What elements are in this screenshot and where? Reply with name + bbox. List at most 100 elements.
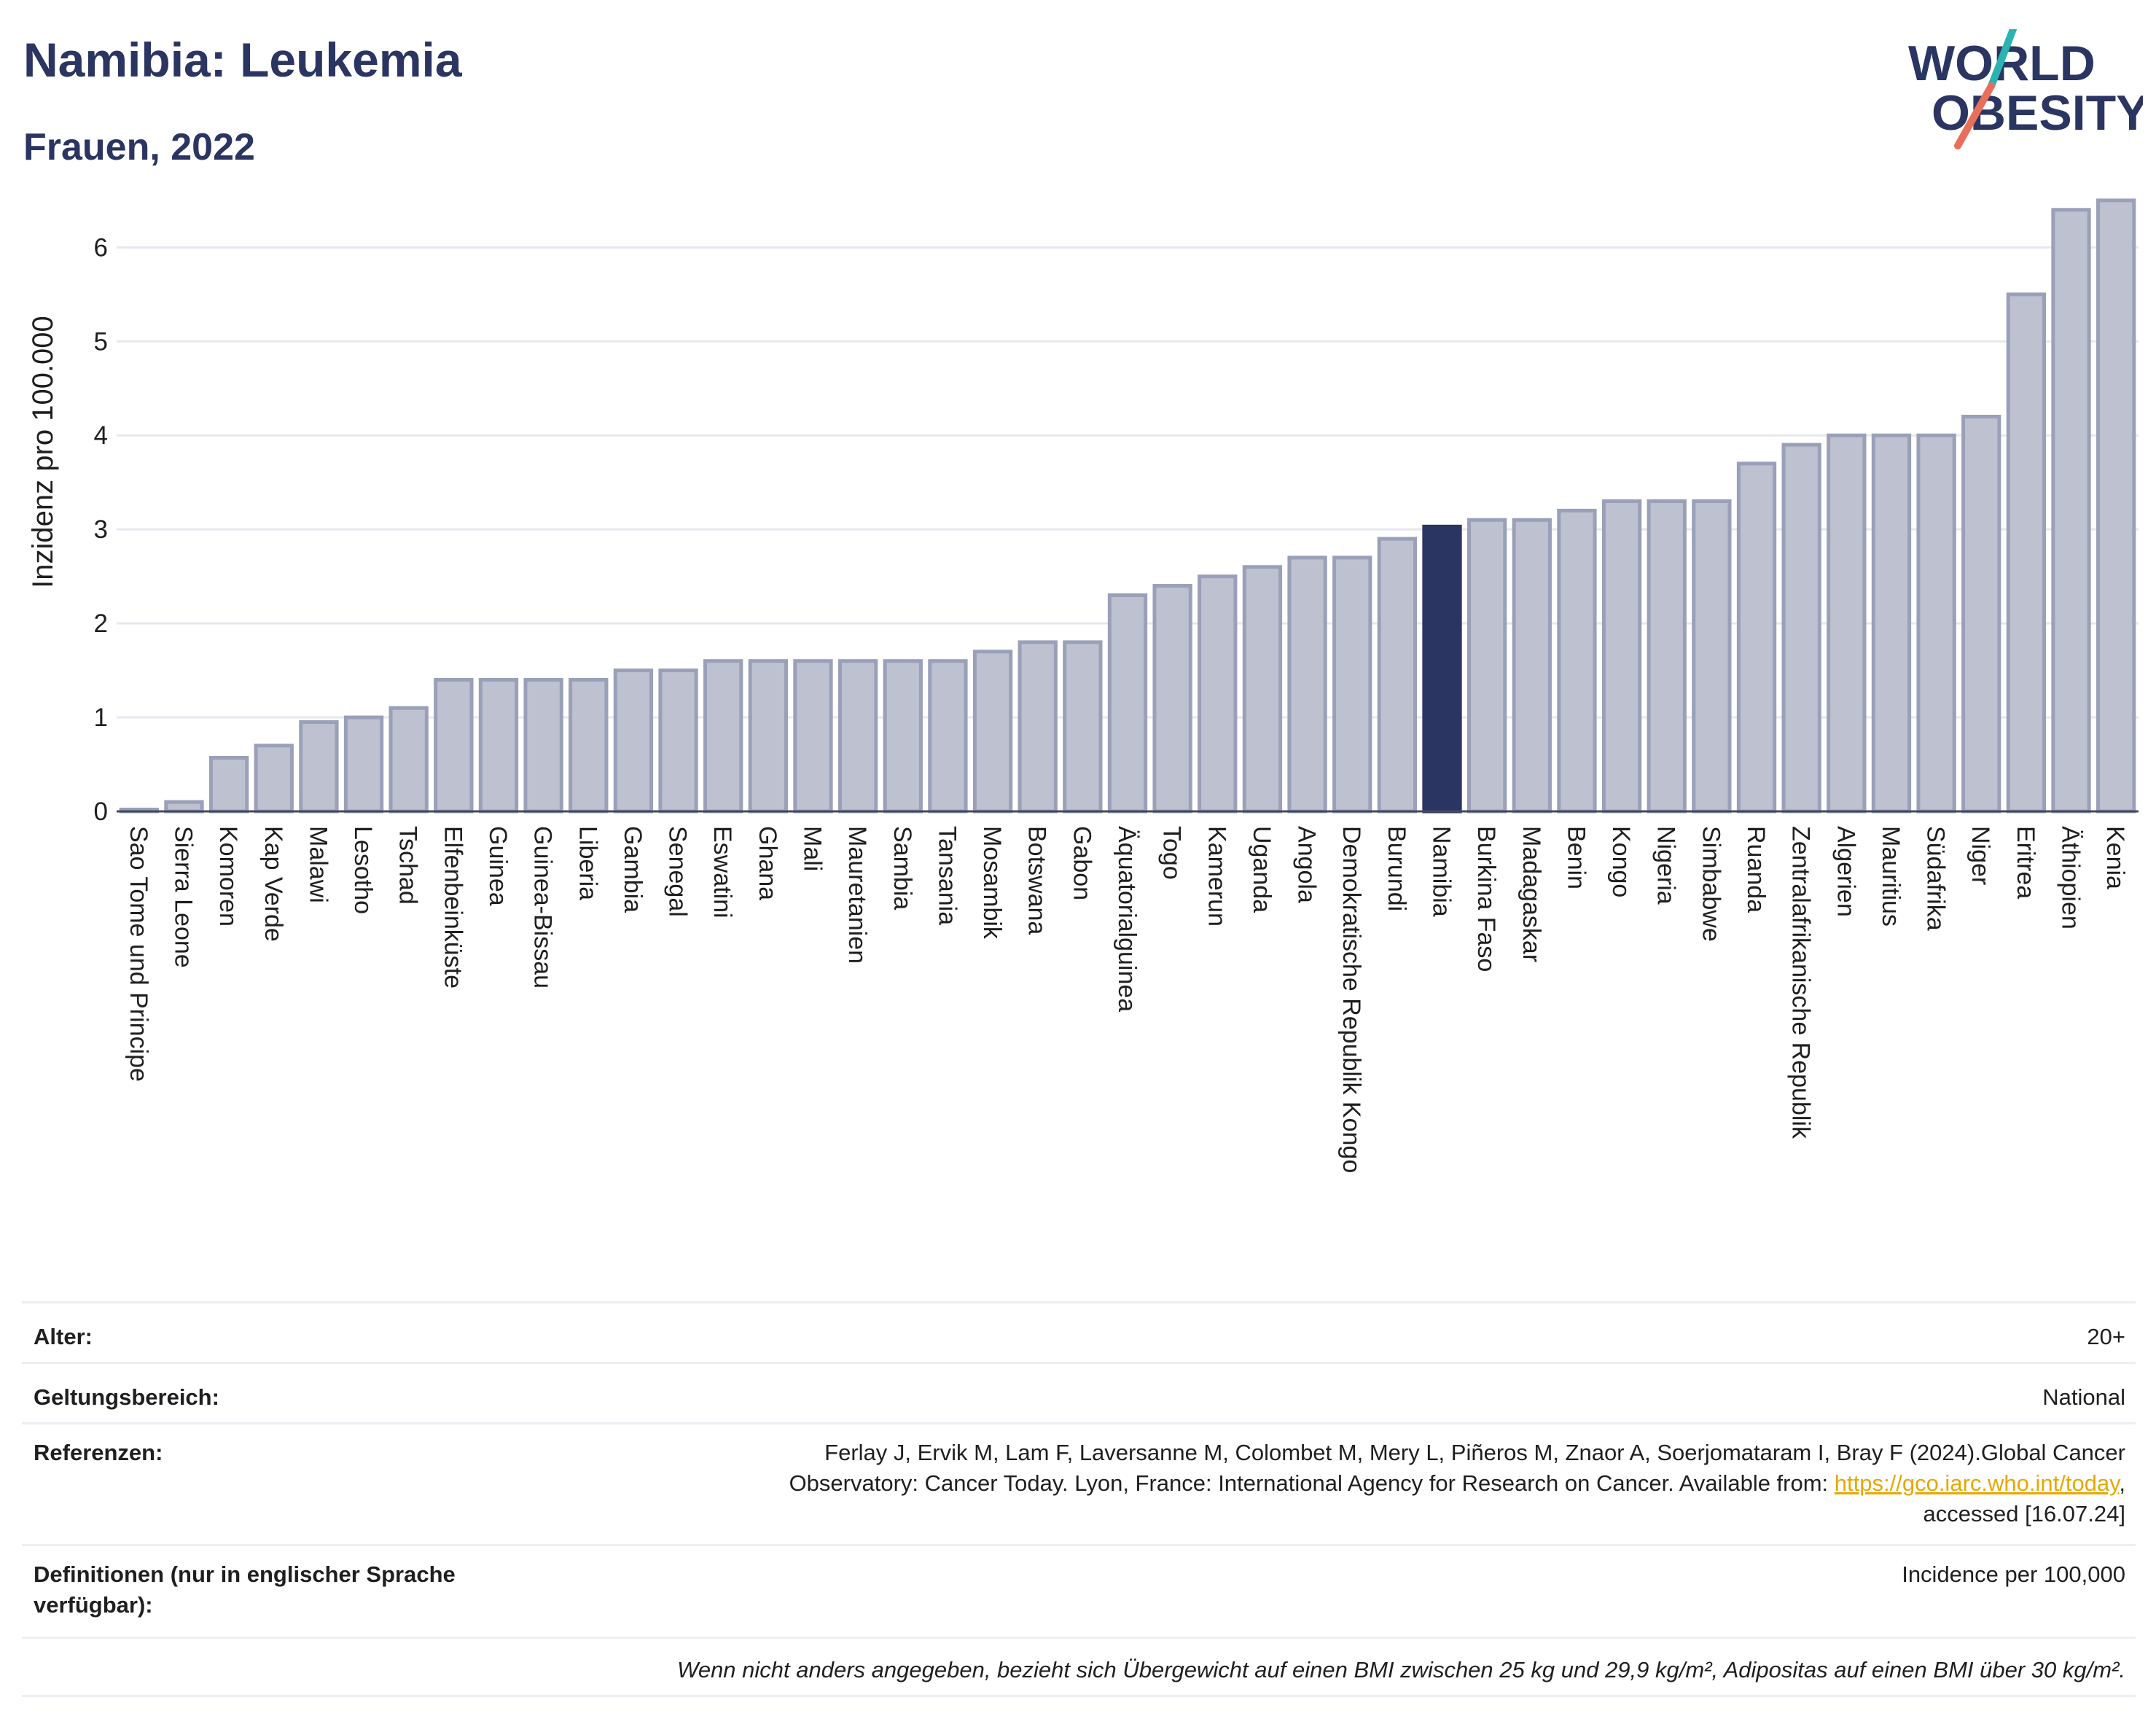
bar <box>972 650 1013 814</box>
y-tick-label: 0 <box>94 798 108 826</box>
bar <box>1152 584 1192 814</box>
definitions-label: Definitionen (nur in englischer Sprache … <box>34 1562 456 1618</box>
y-axis-label: Inzidenz pro 100.000 <box>27 316 59 588</box>
x-tick-label: Mosambik <box>978 826 1006 940</box>
info-row-age: Alter: 20+ <box>22 1301 2136 1362</box>
info-row-note: Wenn nicht anders angegeben, bezieht sic… <box>22 1637 2136 1697</box>
x-tick-label: Guinea-Bissau <box>529 826 557 989</box>
bar <box>2096 198 2136 814</box>
bar <box>1332 555 1372 814</box>
info-table: Alter: 20+ Geltungsbereich: National Ref… <box>22 1301 2136 1697</box>
y-tick-label: 5 <box>94 327 108 356</box>
bar <box>1287 555 1327 814</box>
refs-line-3: accessed [16.07.24] <box>1923 1501 2125 1527</box>
bar <box>1107 593 1148 814</box>
bar <box>2006 292 2047 814</box>
bar <box>1647 499 1687 814</box>
x-tick-label: Sambia <box>888 826 916 910</box>
x-tick-label: Ghana <box>754 826 781 900</box>
refs-line-2-text: Observatory: Cancer Today. Lyon, France:… <box>789 1470 1835 1496</box>
bar <box>883 659 923 814</box>
x-tick-label: Kamerun <box>1203 826 1230 927</box>
bar <box>388 706 429 814</box>
bar <box>1377 537 1418 814</box>
x-tick-label: Benin <box>1562 826 1590 889</box>
refs-line-2: Observatory: Cancer Today. Lyon, France:… <box>539 1468 2125 1499</box>
bar <box>928 659 968 814</box>
refs-line-1: Ferlay J, Ervik M, Lam F, Laversanne M, … <box>824 1440 2125 1465</box>
refs-link[interactable]: https://gco.iarc.who.int/today <box>1834 1470 2120 1496</box>
info-row-definitions: Definitionen (nur in englischer Sprache … <box>22 1544 2136 1637</box>
definitions-value: Incidence per 100,000 <box>1902 1562 2125 1587</box>
x-tick-label: Kap Verde <box>259 826 287 942</box>
bar <box>613 668 654 814</box>
x-tick-labels: Sao Tome und Principe Sierra Leone Komoren… <box>125 826 2129 1173</box>
bar <box>793 659 833 814</box>
bmi-note: Wenn nicht anders angegeben, bezieht sic… <box>677 1657 2125 1683</box>
bar <box>1916 433 1956 814</box>
logo-slash-coral <box>1954 82 1995 149</box>
bar <box>523 677 563 814</box>
scope-label: Geltungsbereich: <box>34 1384 219 1410</box>
bar <box>1601 499 1642 814</box>
x-tick-label: Togo <box>1158 826 1186 880</box>
x-tick-label: Algerien <box>1832 826 1859 917</box>
x-tick-label: Malawi <box>304 826 332 903</box>
x-tick-label: Niger <box>1966 826 1994 885</box>
bar <box>299 720 339 814</box>
bar <box>1018 640 1058 814</box>
x-tick-label: Namibia <box>1428 826 1456 917</box>
info-row-scope: Geltungsbereich: National <box>22 1362 2136 1422</box>
bar <box>837 659 878 814</box>
y-tick-labels: 0 1 2 3 4 5 6 <box>94 233 108 826</box>
x-tick-label: Nigeria <box>1652 826 1680 905</box>
x-tick-label: Eswatini <box>708 826 736 919</box>
x-tick-label: Madagaskar <box>1518 826 1545 962</box>
x-tick-label: Kenia <box>2101 826 2129 889</box>
refs-value: Ferlay J, Ervik M, Lam F, Laversanne M, … <box>539 1438 2136 1529</box>
x-tick-label: Botswana <box>1023 826 1051 935</box>
x-tick-label: Elfenbeinküste <box>439 826 466 989</box>
refs-line-2-end: , <box>2119 1470 2125 1496</box>
x-tick-label: Gambia <box>619 826 647 913</box>
x-tick-label: Simbabwe <box>1697 826 1725 942</box>
x-tick-label: Äthiopien <box>2057 826 2085 929</box>
x-tick-label: Eritrea <box>2012 826 2039 899</box>
scope-value: National <box>2042 1384 2125 1410</box>
y-tick-label: 1 <box>94 703 108 732</box>
x-tick-label: Mauretanien <box>843 826 871 964</box>
bar <box>569 677 609 814</box>
world-obesity-logo: WORLD OBESITY <box>1908 29 2143 149</box>
bar <box>1781 442 1821 814</box>
refs-label: Referenzen: <box>34 1440 163 1465</box>
bar <box>478 677 519 814</box>
x-tick-label: Senegal <box>664 826 692 917</box>
x-tick-label: Sao Tome und Principe <box>125 826 152 1082</box>
y-tick-label: 6 <box>94 233 108 262</box>
bar <box>164 800 204 814</box>
bar <box>1692 499 1732 814</box>
bar <box>1063 640 1103 814</box>
x-tick-label: Lesotho <box>349 826 377 914</box>
bar <box>1198 574 1238 814</box>
x-tick-label: Zentralafrikanische Republik <box>1787 826 1815 1139</box>
y-tick-label: 3 <box>94 515 108 544</box>
bar <box>1961 414 2001 814</box>
bar <box>1466 518 1507 814</box>
x-tick-label: Liberia <box>574 826 601 900</box>
age-value: 20+ <box>2087 1324 2125 1349</box>
x-tick-label: Guinea <box>484 826 512 906</box>
x-tick-label: Südafrika <box>1922 826 1950 931</box>
chart-title: Namibia: Leukemia <box>23 33 462 87</box>
bar <box>703 659 743 814</box>
age-label: Alter: <box>34 1324 93 1349</box>
x-tick-label: Uganda <box>1248 826 1276 913</box>
bar <box>748 659 789 814</box>
bar <box>254 744 294 814</box>
bar <box>1871 433 1912 814</box>
x-tick-label: Demokratische Republik Kongo <box>1337 826 1365 1173</box>
logo-slash-teal <box>1988 29 2017 90</box>
bar <box>1557 508 1597 814</box>
bar-highlighted <box>1422 524 1462 814</box>
chart-subtitle: Frauen, 2022 <box>23 126 255 168</box>
